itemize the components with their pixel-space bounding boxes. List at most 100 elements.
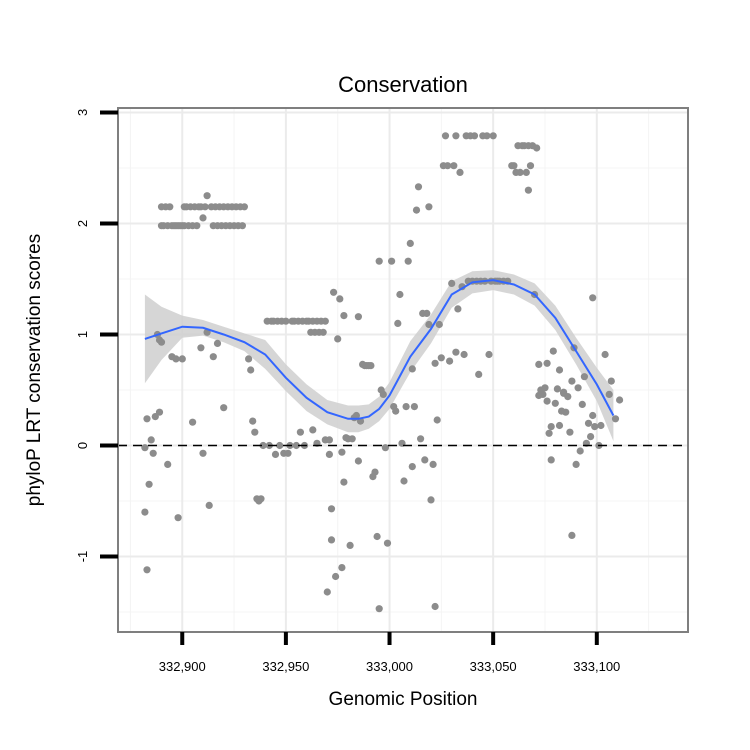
data-point: [197, 344, 205, 352]
data-point: [166, 203, 174, 211]
data-point: [421, 456, 429, 464]
panel-border: [117, 107, 689, 633]
data-point: [199, 449, 207, 457]
data-point: [543, 359, 551, 367]
data-point: [325, 450, 333, 458]
data-point: [332, 572, 340, 581]
data-point: [589, 294, 597, 302]
y-tick-label: 0: [75, 442, 90, 449]
data-point: [379, 390, 387, 398]
data-point: [417, 435, 425, 443]
data-point: [282, 317, 290, 325]
x-axis: 332,900 332,950 333,000 333,050 333,100: [159, 632, 620, 674]
data-point: [547, 423, 555, 431]
data-point: [414, 183, 423, 191]
data-point: [292, 441, 300, 450]
data-point: [143, 566, 151, 574]
data-point: [220, 404, 228, 412]
scatter-points: [141, 132, 624, 613]
data-point: [605, 390, 613, 398]
data-point: [431, 359, 439, 367]
data-point: [568, 377, 576, 385]
data-point: [555, 421, 564, 430]
data-point: [597, 421, 605, 430]
data-point: [338, 448, 346, 456]
data-point: [213, 339, 222, 347]
data-point: [551, 399, 559, 407]
data-point: [354, 457, 362, 465]
data-point: [576, 447, 584, 455]
data-point: [441, 132, 450, 140]
data-point: [589, 411, 597, 420]
data-point: [373, 532, 381, 541]
data-point: [545, 429, 553, 437]
data-point: [352, 411, 360, 420]
data-point: [367, 362, 375, 370]
data-point: [245, 355, 253, 363]
x-tick-label: 333,050: [470, 659, 517, 674]
data-point: [431, 602, 439, 611]
y-tick-label: -1: [75, 551, 90, 563]
data-point: [209, 353, 217, 361]
data-point: [271, 450, 280, 458]
data-point: [164, 460, 172, 468]
data-point: [543, 397, 551, 405]
data-point: [564, 393, 572, 401]
x-tick-label: 333,100: [573, 659, 620, 674]
data-point: [584, 419, 593, 427]
data-point: [572, 460, 580, 468]
data-point: [327, 536, 336, 544]
data-point: [172, 355, 180, 363]
data-point: [549, 347, 557, 355]
data-point: [375, 257, 383, 265]
data-point: [410, 403, 418, 411]
data-point: [483, 132, 491, 140]
data-point: [174, 514, 182, 522]
data-point: [607, 377, 615, 385]
data-point: [562, 408, 570, 416]
data-point: [338, 564, 346, 572]
data-point: [404, 257, 412, 265]
data-point: [452, 348, 460, 356]
y-tick-label: 2: [75, 220, 90, 227]
data-point: [524, 186, 533, 194]
data-point: [205, 501, 213, 509]
data-point: [423, 309, 431, 317]
data-point: [157, 338, 166, 346]
data-point: [193, 222, 201, 230]
data-point: [510, 162, 518, 170]
data-point: [251, 428, 259, 436]
data-point: [203, 192, 211, 200]
data-point: [238, 222, 246, 230]
confidence-band-layer: [144, 270, 614, 442]
smooth-line: [144, 279, 615, 420]
data-point: [321, 317, 329, 325]
data-point: [319, 328, 327, 336]
data-point: [247, 366, 255, 374]
data-point: [394, 319, 402, 327]
data-point: [371, 468, 379, 476]
data-point: [155, 408, 164, 416]
data-point: [553, 385, 562, 393]
data-point: [406, 239, 414, 247]
data-point: [429, 460, 437, 468]
grid-lines: [118, 108, 688, 632]
data-point: [611, 415, 620, 423]
data-point: [535, 360, 543, 368]
data-point: [425, 203, 433, 211]
data-point: [284, 449, 292, 457]
data-point: [568, 531, 576, 540]
data-point: [408, 463, 416, 471]
data-point: [526, 162, 535, 170]
data-point: [149, 449, 157, 457]
data-point: [616, 396, 624, 404]
data-point: [425, 320, 433, 329]
x-tick-label: 333,000: [366, 659, 413, 674]
data-point: [249, 417, 257, 425]
data-point: [547, 456, 555, 464]
data-point: [456, 168, 464, 176]
data-point: [427, 496, 435, 504]
data-point: [346, 541, 354, 550]
